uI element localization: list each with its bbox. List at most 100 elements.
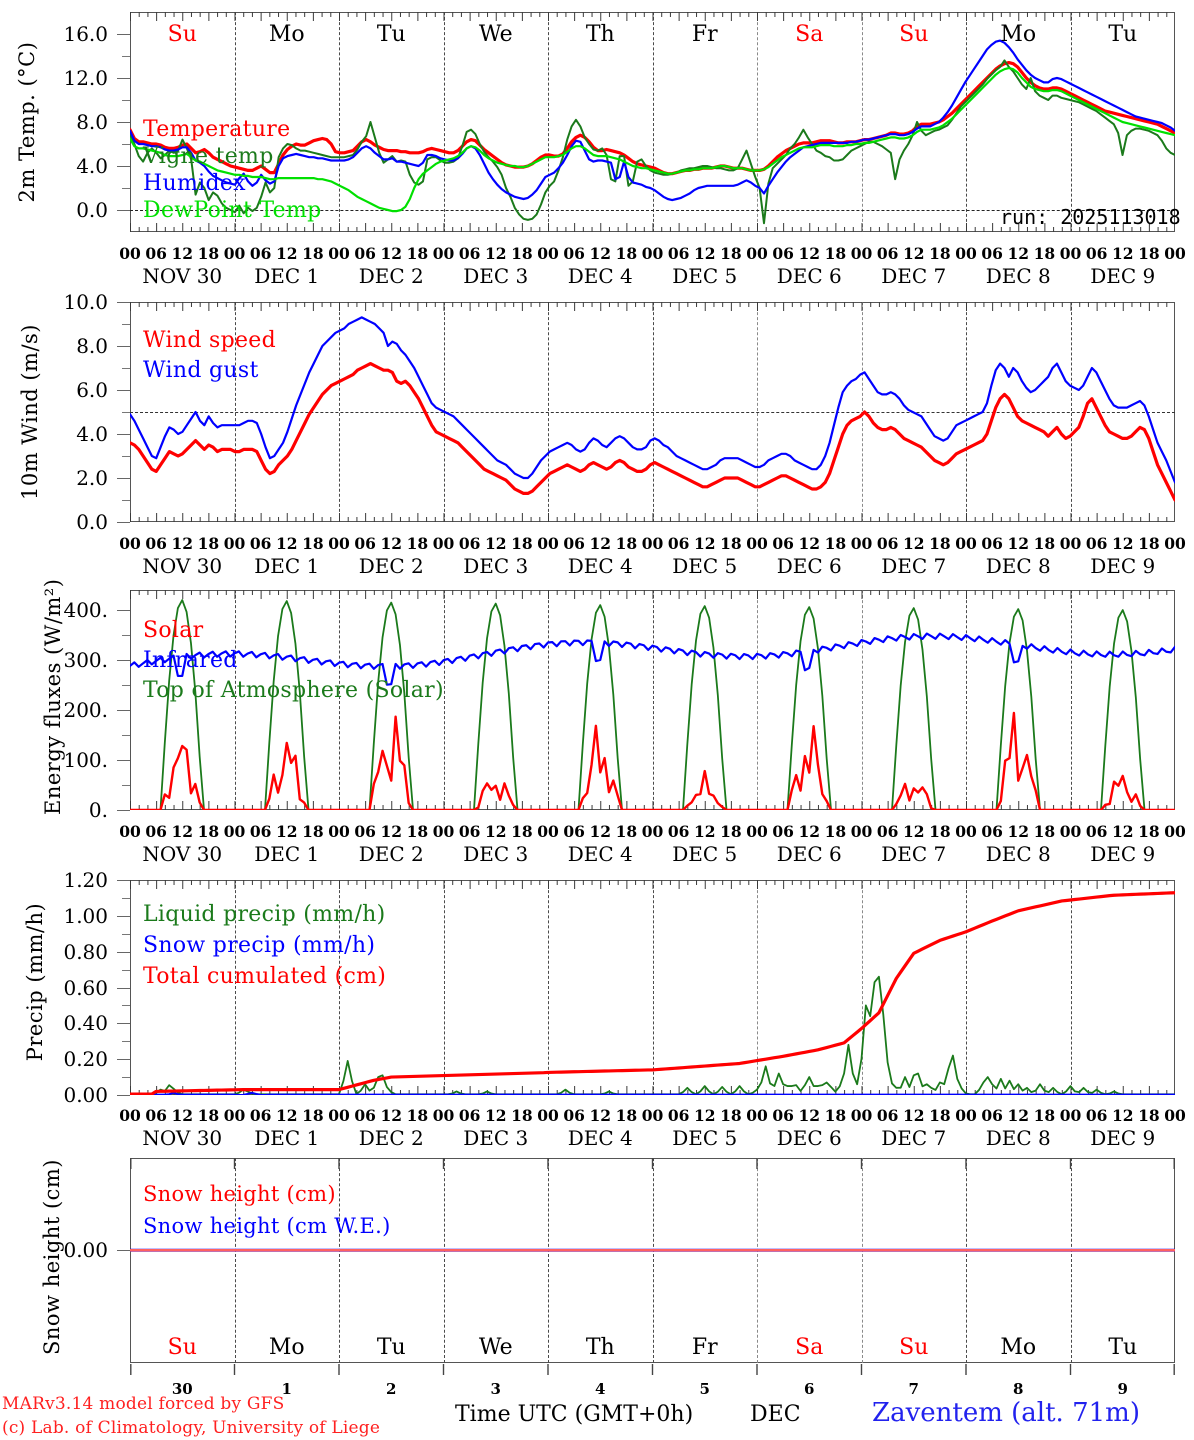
wind-ytick [117,434,130,435]
energy-ytick-label: 100. [63,748,108,772]
hour-tick-label: 12 [275,534,298,553]
wind-ytick-minor [122,324,130,325]
precip-ytick-minor [122,1005,130,1007]
bottom-day-number-2: 2 [386,1380,397,1398]
series-humidex [130,39,1175,202]
day-label-bottom-sa-6: Sa [795,1335,824,1360]
temperature-ytick [117,210,130,211]
hour-tick-label: 18 [1033,1106,1056,1125]
hour-tick-label: 00 [1059,1106,1082,1125]
date-label-dec-4: DEC 4 [567,1126,633,1150]
hour-tick-label: 06 [667,1106,690,1125]
day-gridline-5 [652,590,654,810]
panel-wind: 10m Wind (m/s) 0.0 2.0 4.0 6.0 8.0 10.0 Wind … [0,290,1194,580]
hour-tick-label: 18 [1138,244,1160,263]
hour-tick-label: 12 [171,534,194,553]
date-label-dec-6: DEC 6 [776,554,842,578]
hour-tick-label: 00 [955,534,977,553]
hour-tick-label: 18 [197,1106,220,1125]
date-label-nov-30: NOV 30 [142,554,223,578]
hour-tick-label: 06 [458,244,481,263]
hour-tick-label: 18 [302,1106,324,1125]
day-label-bottom-su-30: Su [167,1335,197,1360]
day-gridline-6 [757,880,758,1095]
hour-tick-label: 12 [380,822,403,841]
hour-tick-label: 12 [798,244,821,263]
date-label-dec-8: DEC 8 [985,264,1051,288]
hour-tick-label: 18 [197,244,220,263]
hour-tick-label: 00 [641,1106,664,1125]
hour-tick-label: 00 [328,1106,350,1125]
hour-tick-label: 06 [1085,822,1108,841]
hour-tick-label: 18 [1138,534,1160,553]
bottom-day-number-5: 5 [699,1380,710,1398]
wind-ytick-label: 6.0 [76,378,108,402]
day-gridline-4 [548,880,549,1095]
temperature-ytick [117,166,130,167]
wind-ytick [117,346,130,347]
panel-temperature: 2m Temp. (°C) 0.0 4.0 8.0 12.0 16.0 Temperat… [0,0,1194,290]
date-label-dec-1: DEC 1 [254,554,320,578]
hour-tick-label: 06 [1085,1106,1108,1125]
hour-tick-label: 12 [380,1106,403,1125]
hour-tick-label: 18 [1138,822,1160,841]
day-gridline-9 [1070,12,1072,232]
energy-ytick [117,710,130,711]
date-label-nov-30: NOV 30 [142,1126,223,1150]
hour-tick-label: 00 [1164,822,1186,841]
temp-plot-area: 0.0 4.0 8.0 12.0 16.0 [63,12,1175,232]
energy-legend-infrared: Infrared [143,648,238,673]
hour-tick-label: 00 [850,534,873,553]
day-gridline-5 [652,880,654,1095]
hour-tick-label: 12 [484,244,507,263]
hour-tick-label: 06 [145,244,167,263]
snow-ytick-label: 0.00 [63,1238,108,1263]
hour-tick-label: 18 [406,822,429,841]
hour-tick-label: 00 [1164,534,1186,553]
bottom-day-number-4: 4 [595,1380,606,1398]
hour-tick-label: 12 [693,822,716,841]
day-label-top-we-3: We [478,22,513,47]
energy-ytick [117,610,130,611]
hour-tick-label: 00 [223,1106,246,1125]
wind-ytick-minor [122,456,130,457]
hour-tick-label: 06 [249,534,272,553]
date-label-dec-9: DEC 9 [1090,842,1156,866]
hour-tick-label: 12 [171,822,194,841]
precip-ytick-label: 0.80 [63,939,108,964]
hour-tick-label: 00 [537,534,559,553]
wind-ytick-label: 0.0 [76,510,108,534]
hour-tick-label: 18 [1138,1106,1160,1125]
temperature-ytick-label: 4.0 [76,154,108,178]
date-label-dec-2: DEC 2 [358,554,424,578]
hour-tick-label: 12 [798,534,821,553]
day-gridline-5 [652,1158,654,1363]
hour-tick-label: 12 [1111,1106,1134,1125]
hour-tick-label: 06 [876,534,899,553]
precip-ytick-label: 0.00 [63,1083,108,1107]
date-label-nov-30: NOV 30 [142,264,223,288]
temperature-zero-line [130,210,1175,211]
precip-ytick-minor [122,969,130,971]
date-label-dec-7: DEC 7 [881,842,947,866]
wind-ytick-minor [122,412,130,413]
temperature-ytick [117,122,130,123]
precip-ytick-minor [122,897,130,899]
temp-legend-humidex: Humidex [143,171,246,196]
hour-tick-label: 00 [223,244,246,263]
day-gridline-8 [966,12,967,232]
hour-tick-label: 18 [406,1106,429,1125]
date-label-dec-9: DEC 9 [1090,264,1156,288]
hour-tick-label: 12 [798,822,821,841]
series-vigne-temp [130,59,1175,225]
hour-tick-label: 18 [406,534,429,553]
hour-tick-label: 00 [746,244,768,263]
bottom-day-number-6: 6 [804,1380,815,1398]
bottom-day-number-9: 9 [1117,1380,1128,1398]
energy-legend-solar: Solar [143,618,204,643]
hour-tick-label: 12 [902,822,925,841]
hour-tick-label: 00 [955,244,977,263]
hour-tick-label: 12 [693,534,716,553]
energy-ytick-minor [122,735,130,736]
hour-tick-label: 00 [955,822,977,841]
